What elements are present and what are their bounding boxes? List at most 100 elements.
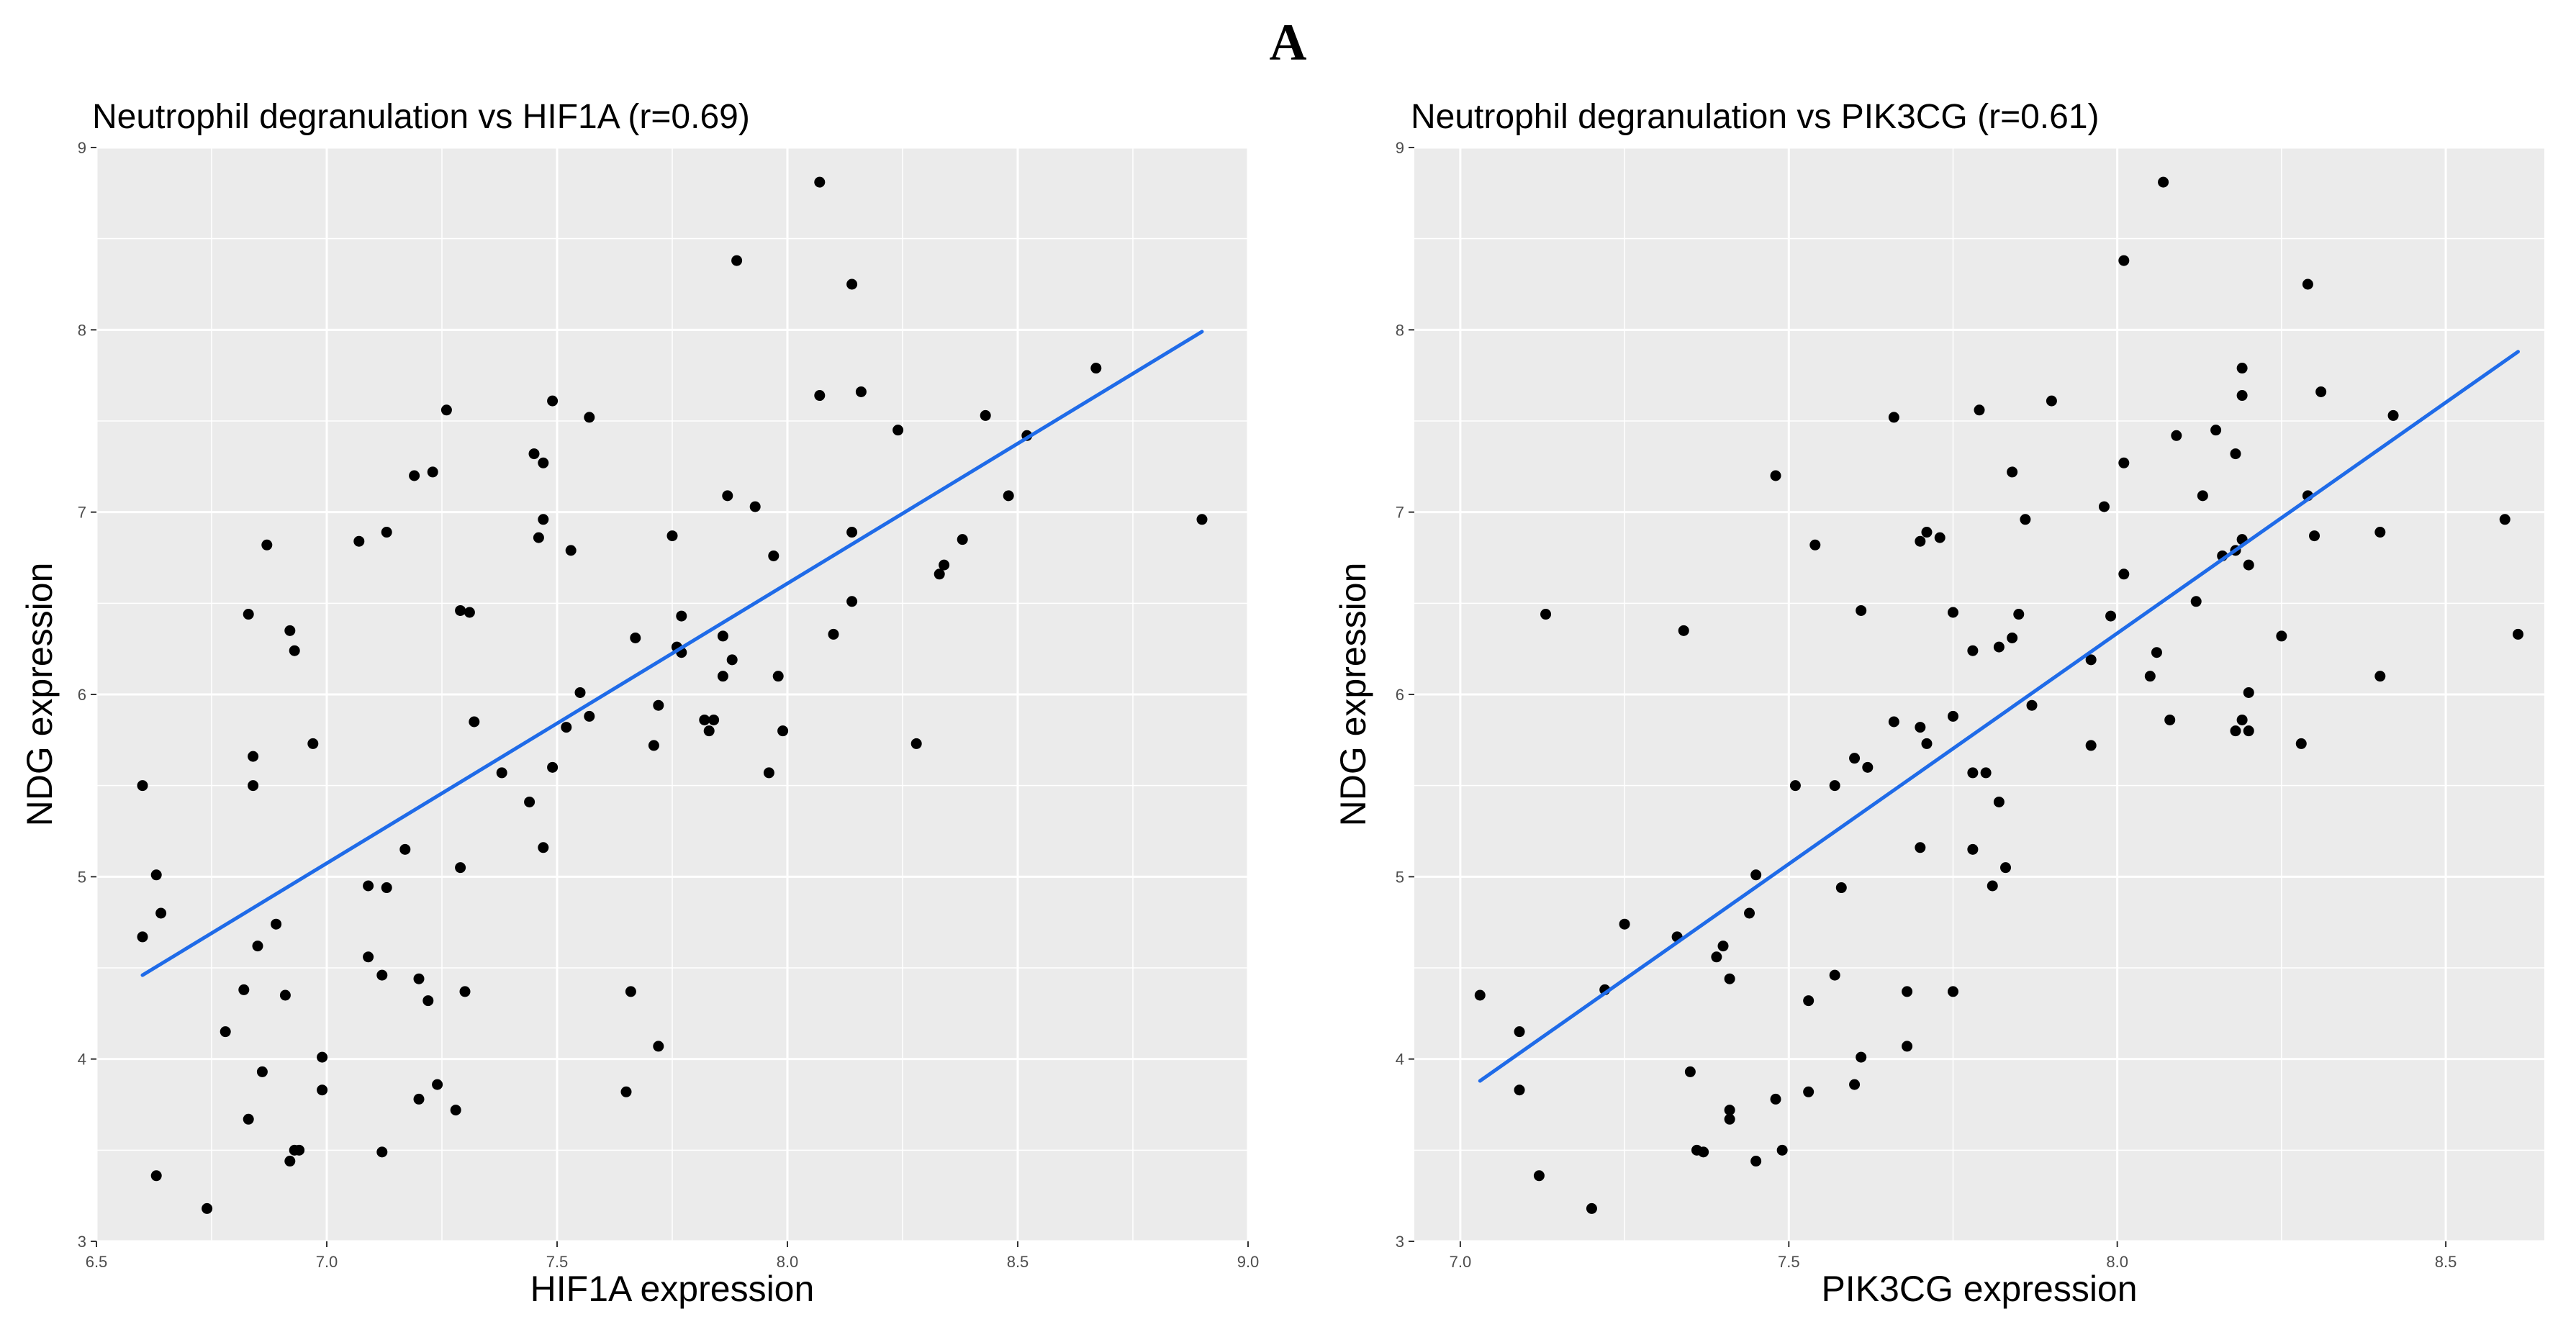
y-tick-label: 7	[78, 504, 86, 522]
scatter-point	[1809, 539, 1821, 551]
scatter-point	[317, 1084, 328, 1096]
scatter-point	[469, 716, 480, 728]
scatter-point	[1967, 843, 1979, 855]
scatter-point	[496, 767, 507, 779]
scatter-point	[828, 628, 839, 640]
scatter-point	[381, 882, 392, 894]
x-axis-label: PIK3CG expression	[1821, 1269, 2137, 1309]
scatter-point	[450, 1105, 461, 1116]
scatter-point	[1921, 738, 1933, 749]
x-tick-label: 7.0	[316, 1253, 338, 1271]
y-tick-label: 3	[1396, 1233, 1404, 1251]
scatter-point	[238, 984, 250, 995]
scatter-point	[1196, 514, 1208, 525]
scatter-point	[2374, 671, 2386, 682]
scatter-point	[2236, 363, 2248, 374]
scatter-point	[653, 1041, 664, 1052]
scatter-point	[252, 941, 263, 952]
scatter-point	[1947, 986, 1958, 997]
scatter-point	[846, 596, 858, 607]
scatter-point	[2007, 466, 2018, 478]
scatter-point	[284, 1156, 296, 1167]
scatter-point	[763, 767, 774, 779]
scatter-point	[524, 796, 535, 807]
scatter-point	[1849, 753, 1861, 764]
scatter-point	[2164, 714, 2176, 725]
scatter-point	[1947, 607, 1958, 618]
scatter-point	[1724, 973, 1735, 984]
scatter-point	[440, 404, 452, 416]
scatter-point	[846, 278, 858, 290]
scatter-point	[376, 969, 388, 981]
scatter-point	[2295, 738, 2307, 749]
scatter-point	[1902, 986, 1913, 997]
scatter-point	[2000, 862, 2012, 874]
scatter-point	[1862, 761, 1874, 773]
scatter-point	[547, 395, 559, 407]
scatter-point	[533, 532, 544, 543]
x-tick-label: 6.5	[86, 1253, 108, 1271]
scatter-point	[243, 1113, 254, 1125]
scatter-point	[2105, 610, 2117, 622]
y-tick-label: 4	[78, 1051, 86, 1069]
scatter-point	[1619, 918, 1630, 930]
scatter-point	[279, 989, 291, 1001]
x-tick-label: 7.0	[1450, 1253, 1472, 1271]
scatter-point	[2302, 278, 2313, 290]
scatter-point	[289, 645, 300, 656]
y-tick-label: 5	[1396, 868, 1404, 886]
scatter-point	[749, 501, 761, 512]
scatter-point	[271, 918, 282, 930]
chart-hif1a-scatter: Neutrophil degranulation vs HIF1A (r=0.6…	[19, 98, 1259, 1309]
scatter-point	[220, 1026, 231, 1038]
scatter-point	[625, 986, 636, 997]
scatter-point	[910, 738, 922, 749]
scatter-point	[2171, 430, 2182, 441]
scatter-point	[1724, 1105, 1735, 1116]
scatter-point	[708, 714, 720, 725]
scatter-point	[528, 448, 540, 460]
x-tick-label: 7.5	[546, 1253, 569, 1271]
panel-label: A	[1269, 14, 1307, 71]
scatter-point	[413, 973, 425, 984]
scatter-point	[538, 842, 549, 853]
scatter-point	[1967, 645, 1979, 656]
y-tick-label: 7	[1396, 504, 1404, 522]
scatter-point	[2085, 654, 2097, 666]
scatter-point	[2236, 714, 2248, 725]
scatter-point	[1915, 722, 1926, 733]
scatter-point	[294, 1144, 305, 1156]
scatter-point	[777, 725, 789, 737]
y-tick-label: 3	[78, 1233, 86, 1251]
scatter-point	[2197, 490, 2208, 502]
scatter-point	[892, 425, 904, 436]
scatter-point	[1750, 869, 1762, 881]
scatter-point	[137, 931, 148, 943]
scatter-point	[2026, 699, 2038, 711]
regression-line	[140, 330, 1204, 977]
scatter-point	[2085, 740, 2097, 751]
scatter-point	[409, 470, 420, 481]
x-tick-label: 8.5	[1007, 1253, 1029, 1271]
scatter-point	[1684, 1066, 1696, 1077]
y-tick-label: 8	[78, 321, 86, 339]
chart-title: Neutrophil degranulation vs PIK3CG (r=0.…	[1411, 98, 2100, 136]
x-axis-label: HIF1A expression	[530, 1269, 815, 1309]
scatter-point	[584, 412, 595, 423]
scatter-point	[1586, 1202, 1597, 1214]
scatter-point	[422, 995, 434, 1007]
scatter-point	[1849, 1079, 1861, 1090]
scatter-point	[363, 951, 374, 963]
x-axis-ticks: 6.5 7.0 7.5 8.0 8.5 9.0	[86, 1241, 1259, 1271]
scatter-point	[2374, 527, 2386, 538]
scatter-point	[399, 843, 411, 855]
scatter-point	[427, 466, 438, 478]
x-tick-label: 8.0	[777, 1253, 799, 1271]
scatter-point	[256, 1066, 268, 1077]
scatter-point	[814, 176, 826, 188]
scatter-point	[2098, 501, 2110, 512]
scatter-point	[538, 457, 549, 468]
scatter-point	[565, 545, 577, 556]
scatter-point	[381, 527, 392, 538]
scatter-point	[1770, 470, 1781, 481]
